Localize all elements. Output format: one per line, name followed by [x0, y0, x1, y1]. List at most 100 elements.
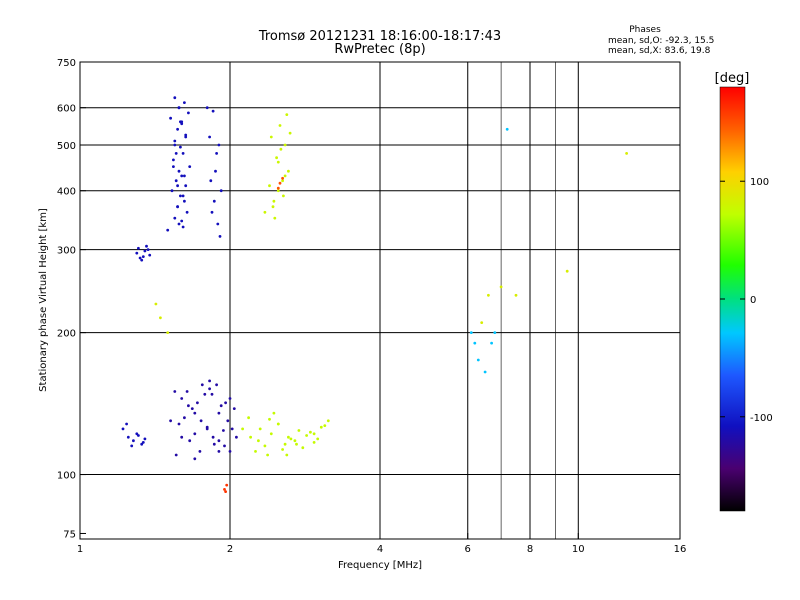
- data-point: [174, 152, 178, 155]
- data-point: [223, 444, 226, 448]
- data-point: [196, 401, 199, 405]
- data-point: [222, 429, 225, 432]
- data-point: [174, 179, 178, 183]
- data-point: [138, 256, 142, 260]
- data-point: [188, 165, 192, 169]
- data-point: [209, 179, 213, 183]
- data-point: [180, 397, 184, 400]
- data-point: [185, 210, 189, 214]
- data-point: [145, 244, 148, 248]
- y-tick-label: 750: [57, 58, 76, 69]
- scatter-points: [121, 96, 628, 493]
- x-tick-label: 16: [674, 544, 687, 555]
- data-point: [312, 432, 316, 436]
- data-point: [173, 96, 177, 100]
- data-point: [219, 189, 223, 193]
- data-point: [183, 101, 186, 104]
- data-point: [141, 441, 145, 444]
- data-point: [228, 450, 232, 453]
- data-point: [193, 411, 197, 415]
- colorbar-tick-label: -100: [750, 413, 773, 424]
- data-point: [215, 383, 219, 387]
- data-point: [176, 127, 180, 131]
- data-point: [140, 442, 144, 446]
- stats-x-mode: mean, sd,X: 83.6, 19.8: [608, 46, 711, 56]
- data-point: [177, 106, 181, 110]
- data-point: [180, 120, 184, 124]
- data-point: [169, 419, 173, 423]
- data-point: [199, 419, 203, 423]
- y-tick-label: 400: [57, 187, 76, 198]
- data-point: [184, 135, 188, 139]
- y-tick-label: 200: [57, 329, 76, 340]
- data-point: [177, 422, 181, 426]
- stats-o-mode: mean, sd,O: -92.3, 15.5: [608, 36, 714, 46]
- x-tick-label: 4: [377, 544, 383, 555]
- x-tick-label: 2: [227, 544, 233, 555]
- data-point: [223, 488, 226, 491]
- data-point: [184, 184, 188, 188]
- data-point: [217, 450, 221, 453]
- data-point: [173, 143, 177, 147]
- data-point: [293, 439, 297, 443]
- data-point: [217, 439, 221, 443]
- data-point: [200, 383, 204, 387]
- y-tick-label: 500: [57, 141, 76, 152]
- data-point: [232, 407, 236, 410]
- data-point: [218, 235, 222, 238]
- data-point: [188, 439, 192, 443]
- data-point: [269, 432, 273, 436]
- data-point: [476, 358, 480, 362]
- colorbar-ticks: 100 0 -100: [720, 177, 773, 424]
- data-point: [226, 419, 230, 423]
- data-point: [228, 397, 232, 400]
- data-point: [215, 152, 219, 155]
- data-point: [287, 435, 290, 439]
- data-point: [143, 437, 147, 441]
- data-point: [216, 222, 220, 226]
- data-point: [183, 416, 186, 420]
- data-point: [278, 124, 282, 127]
- x-tick-label: 10: [572, 544, 585, 555]
- data-point: [166, 331, 170, 334]
- data-point: [181, 194, 185, 198]
- data-point: [173, 216, 177, 220]
- data-point: [272, 411, 276, 415]
- data-point: [177, 222, 181, 226]
- data-point: [125, 422, 128, 426]
- data-point: [180, 219, 184, 223]
- data-point: [208, 387, 212, 391]
- data-point: [323, 424, 327, 427]
- data-point: [283, 174, 287, 178]
- y-tick-label: 600: [57, 104, 76, 115]
- data-point: [140, 258, 144, 262]
- data-point: [276, 186, 280, 190]
- data-point: [187, 404, 190, 408]
- data-point: [211, 435, 215, 439]
- data-point: [166, 228, 170, 232]
- data-point: [473, 341, 477, 345]
- data-point: [249, 435, 253, 439]
- y-tick-label: 300: [57, 246, 76, 257]
- data-point: [193, 457, 197, 461]
- data-point: [279, 147, 283, 151]
- data-point: [319, 425, 323, 429]
- data-point: [282, 194, 285, 198]
- data-point: [285, 453, 289, 457]
- data-point: [258, 427, 262, 431]
- data-point: [184, 133, 188, 137]
- data-point: [180, 174, 184, 178]
- data-point: [172, 165, 175, 169]
- chart-subtitle: RwPretec (8p): [334, 42, 425, 57]
- data-point: [278, 181, 282, 185]
- data-point: [469, 331, 473, 334]
- data-point: [121, 427, 125, 431]
- data-point: [499, 285, 503, 289]
- data-point: [493, 331, 497, 334]
- data-point: [565, 269, 569, 273]
- data-point: [281, 448, 284, 451]
- data-point: [180, 435, 184, 439]
- data-point: [205, 425, 209, 429]
- data-point: [177, 169, 181, 173]
